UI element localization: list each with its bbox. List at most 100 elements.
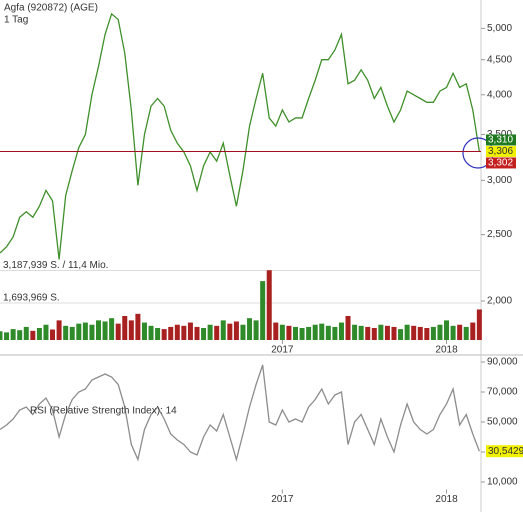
volume-bar — [227, 323, 233, 340]
y-tick-label: 4,500 — [487, 54, 512, 65]
volume-bar — [444, 320, 450, 340]
chart-title: Agfa (920872) (AGE) — [4, 3, 98, 14]
price-label: 3,306 — [488, 146, 513, 157]
y-tick-label: 3,000 — [487, 175, 512, 186]
x-tick-label: 2018 — [435, 494, 458, 505]
chart-subtitle: 1 Tag — [4, 15, 28, 26]
volume-bar — [319, 323, 325, 340]
volume-bar — [56, 320, 62, 340]
volume-bar — [476, 309, 482, 340]
volume-bar — [266, 270, 272, 340]
volume-bar — [76, 323, 82, 340]
volume-bar — [128, 320, 134, 340]
volume-bar — [352, 324, 358, 340]
volume-bar — [306, 326, 312, 340]
volume-bar — [63, 325, 69, 340]
y-tick-label: 4,000 — [487, 89, 512, 100]
volume-bar — [404, 324, 410, 340]
y-tick-label: 90,000 — [487, 357, 518, 368]
value-label: 30,5429 — [488, 446, 523, 457]
volume-bar — [109, 318, 115, 340]
volume-bar — [247, 318, 253, 340]
volume-bar — [233, 321, 239, 340]
volume-bar — [279, 324, 285, 340]
value-label-box — [486, 445, 523, 458]
volume-bar — [365, 326, 371, 340]
volume-bar — [122, 316, 128, 340]
volume-bar — [155, 328, 161, 340]
volume-bar — [174, 324, 180, 340]
price-label: 3,310 — [488, 135, 513, 146]
volume-bar — [207, 324, 213, 340]
series-line — [0, 364, 480, 462]
price-label-box — [486, 145, 516, 157]
volume-bar — [260, 281, 266, 340]
volume-bar — [299, 328, 305, 340]
volume-bar — [457, 324, 463, 340]
volume-bar — [115, 323, 121, 340]
volume-bar — [161, 329, 167, 340]
volume-bar — [358, 325, 364, 340]
volume-bar — [398, 329, 404, 340]
volume-bar — [470, 322, 476, 340]
volume-bar — [378, 324, 384, 340]
y-tick-label: 2,500 — [487, 229, 512, 240]
y-tick-label: 10,000 — [487, 477, 518, 488]
volume-bar — [338, 322, 344, 340]
volume-bar — [220, 320, 226, 340]
x-tick-label: 2017 — [271, 345, 294, 356]
volume-bar — [10, 329, 16, 340]
volume-bar — [214, 325, 220, 340]
y-tick-label: 1,693,969 S. — [3, 293, 60, 304]
price-label-box — [486, 157, 516, 169]
volume-bar — [148, 325, 154, 340]
volume-bar — [82, 322, 88, 340]
price-label-box — [486, 134, 516, 146]
volume-bar — [371, 328, 377, 340]
volume-bar — [43, 324, 49, 340]
x-tick-label: 2018 — [435, 345, 458, 356]
volume-bar — [4, 332, 10, 340]
volume-bar — [430, 326, 436, 340]
volume-bar — [411, 325, 417, 340]
y-tick-label: 70,000 — [487, 387, 518, 398]
volume-bar — [50, 329, 56, 340]
volume-bar — [240, 324, 246, 340]
volume-bar — [23, 326, 29, 340]
volume-bar — [463, 326, 469, 340]
volume-bar — [141, 322, 147, 340]
volume-bar — [194, 326, 200, 340]
volume-bar — [89, 324, 95, 340]
volume-bar — [332, 326, 338, 340]
volume-bar — [95, 320, 101, 340]
y-tick-label: 50,000 — [487, 417, 518, 428]
volume-bar — [187, 322, 193, 340]
volume-bar — [36, 328, 42, 340]
volume-bar — [312, 324, 318, 340]
y-tick-label: 2,000 — [487, 296, 512, 307]
volume-bar — [0, 331, 3, 340]
volume-bar — [345, 316, 351, 340]
series-line — [0, 12, 481, 260]
volume-bar — [253, 320, 259, 340]
volume-bar — [102, 321, 108, 340]
volume-bar — [168, 326, 174, 340]
volume-bar — [450, 325, 456, 340]
volume-bar — [417, 326, 423, 340]
volume-bar — [391, 326, 397, 340]
volume-bar — [325, 325, 331, 340]
volume-bar — [17, 330, 23, 340]
x-tick-label: 2017 — [271, 494, 294, 505]
price-label: 3,302 — [488, 158, 513, 169]
y-tick-label: 3,187,939 S. / 11,4 Mio. — [3, 260, 108, 271]
volume-bar — [292, 326, 298, 340]
volume-bar — [181, 325, 187, 340]
volume-bar — [201, 328, 207, 340]
volume-bar — [135, 313, 141, 340]
y-tick-label: 5,000 — [487, 23, 512, 34]
volume-bar — [437, 324, 443, 340]
volume-bar — [424, 328, 430, 340]
